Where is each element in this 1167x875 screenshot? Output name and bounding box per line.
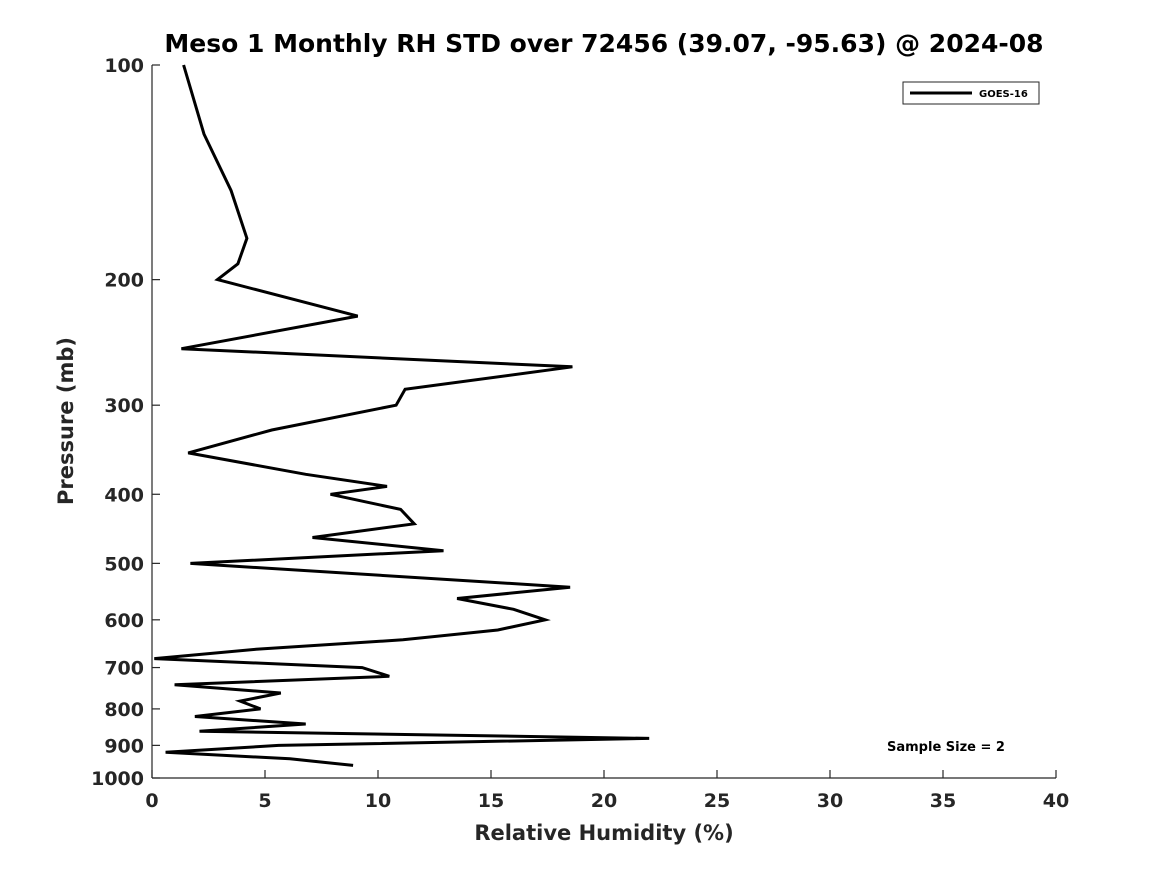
y-axis-label: Pressure (mb): [54, 337, 78, 505]
y-tick-label: 300: [104, 395, 144, 417]
x-axis-label: Relative Humidity (%): [474, 821, 733, 845]
x-tick-label: 10: [365, 790, 391, 812]
y-tick-label: 1000: [91, 768, 144, 790]
legend: GOES-16: [902, 81, 1040, 105]
x-tick-label: 0: [145, 790, 158, 812]
y-axis-ticks: 100 200 300 400 500 600 700 800 900 1000: [91, 55, 160, 790]
x-tick-label: 20: [591, 790, 617, 812]
chart-title: Meso 1 Monthly RH STD over 72456 (39.07,…: [164, 29, 1043, 58]
y-tick-label: 800: [104, 699, 144, 721]
y-tick-label: 200: [104, 270, 144, 292]
y-tick-label: 600: [104, 610, 144, 632]
series-layer: [154, 64, 650, 767]
x-tick-label: 35: [930, 790, 956, 812]
x-tick-label: 30: [817, 790, 843, 812]
y-tick-label: 700: [104, 658, 144, 680]
x-tick-label: 40: [1043, 790, 1069, 812]
y-tick-label: 500: [104, 553, 144, 575]
y-tick-label: 100: [104, 55, 144, 77]
x-tick-label: 15: [478, 790, 504, 812]
x-tick-label: 25: [704, 790, 730, 812]
y-tick-label: 900: [104, 735, 144, 757]
x-tick-label: 5: [258, 790, 271, 812]
x-axis-ticks: 0 5 10 15 20 25 30 35 40: [145, 770, 1069, 812]
sample-size-annotation: Sample Size = 2: [887, 740, 1005, 755]
y-tick-label: 400: [104, 484, 144, 506]
legend-entry-goes-16: GOES-16: [979, 89, 1028, 100]
series-line-goes-16: [154, 64, 650, 767]
